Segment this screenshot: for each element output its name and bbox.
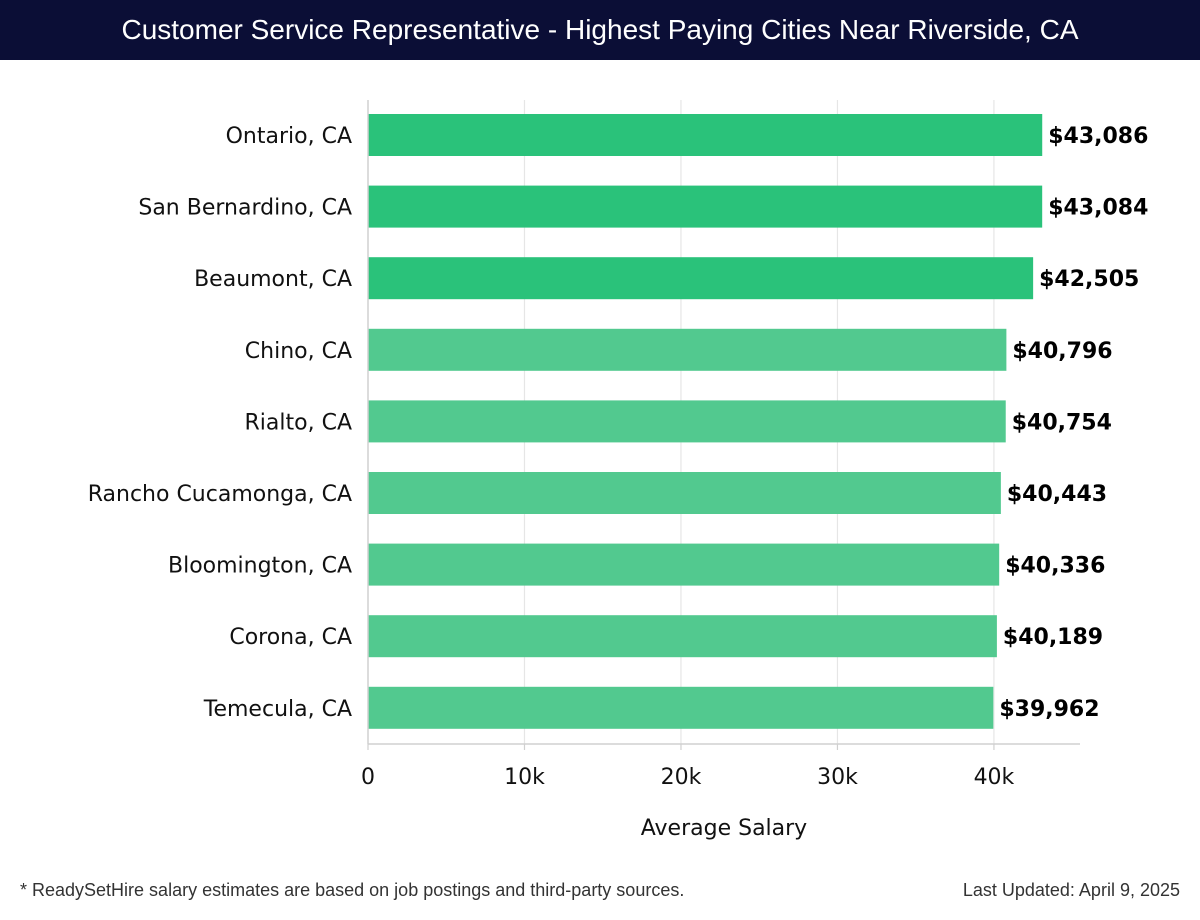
category-label: Chino, CA <box>245 339 352 364</box>
x-tick-label: 10k <box>504 765 545 790</box>
category-label: Temecula, CA <box>203 697 352 722</box>
category-label: Bloomington, CA <box>168 554 352 579</box>
bar <box>368 328 1007 371</box>
bar <box>368 185 1043 228</box>
bar <box>368 114 1043 156</box>
x-tick-label: 0 <box>361 765 375 790</box>
bar <box>368 686 994 729</box>
value-label: $40,189 <box>1003 625 1103 650</box>
category-label: Rancho Cucamonga, CA <box>88 482 352 507</box>
category-label: Beaumont, CA <box>194 267 352 292</box>
footer-disclaimer: * ReadySetHire salary estimates are base… <box>20 880 685 900</box>
x-axis-title: Average Salary <box>641 816 807 841</box>
category-label: Rialto, CA <box>245 410 352 435</box>
category-label: Corona, CA <box>229 625 352 650</box>
bar <box>368 543 1000 586</box>
value-label: $40,443 <box>1007 482 1107 507</box>
x-tick-label: 40k <box>974 765 1015 790</box>
bar <box>368 400 1006 443</box>
bar <box>368 615 997 658</box>
x-tick-label: 20k <box>661 765 702 790</box>
bar <box>368 472 1001 514</box>
value-label: $43,086 <box>1048 124 1148 149</box>
value-label: $43,084 <box>1048 196 1148 221</box>
chart-title: Customer Service Representative - Highes… <box>0 0 1200 60</box>
value-label: $39,962 <box>999 697 1099 722</box>
bar <box>368 257 1034 300</box>
footer-last-updated: Last Updated: April 9, 2025 <box>962 880 1180 900</box>
chart-title-text: Customer Service Representative - Highes… <box>121 14 1079 45</box>
category-label: San Bernardino, CA <box>138 196 352 221</box>
value-label: $42,505 <box>1039 267 1139 292</box>
value-label: $40,754 <box>1012 410 1112 435</box>
x-tick-label: 30k <box>817 765 858 790</box>
salary-bar-chart: Ontario, CA $43,086 San Bernardino, CA $43,… <box>88 100 1148 841</box>
value-label: $40,796 <box>1012 339 1112 364</box>
value-label: $40,336 <box>1005 554 1105 579</box>
category-label: Ontario, CA <box>226 124 352 149</box>
